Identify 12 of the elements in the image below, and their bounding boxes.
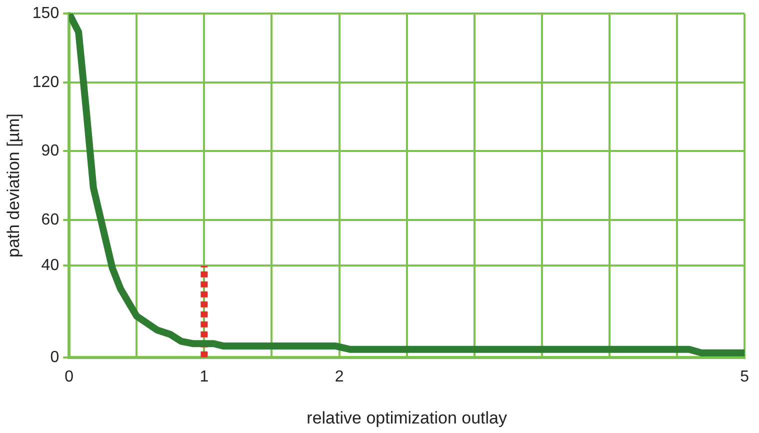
y-tick-label: 150	[32, 5, 60, 22]
x-tick-label: 2	[334, 368, 344, 386]
y-tick-label: 120	[32, 74, 60, 91]
x-axis-title: relative optimization outlay	[306, 408, 508, 428]
y-axis-title: path deviation [µm]	[4, 114, 23, 258]
y-tick-label: 0	[50, 348, 60, 366]
y-tick-label: 60	[41, 211, 60, 228]
x-tick-label: 5	[740, 368, 750, 386]
x-tick-label: 1	[200, 368, 209, 386]
x-tick-label: 0	[64, 368, 74, 386]
y-tick-label: 40	[41, 257, 60, 274]
y-tick-label: 90	[41, 142, 60, 160]
